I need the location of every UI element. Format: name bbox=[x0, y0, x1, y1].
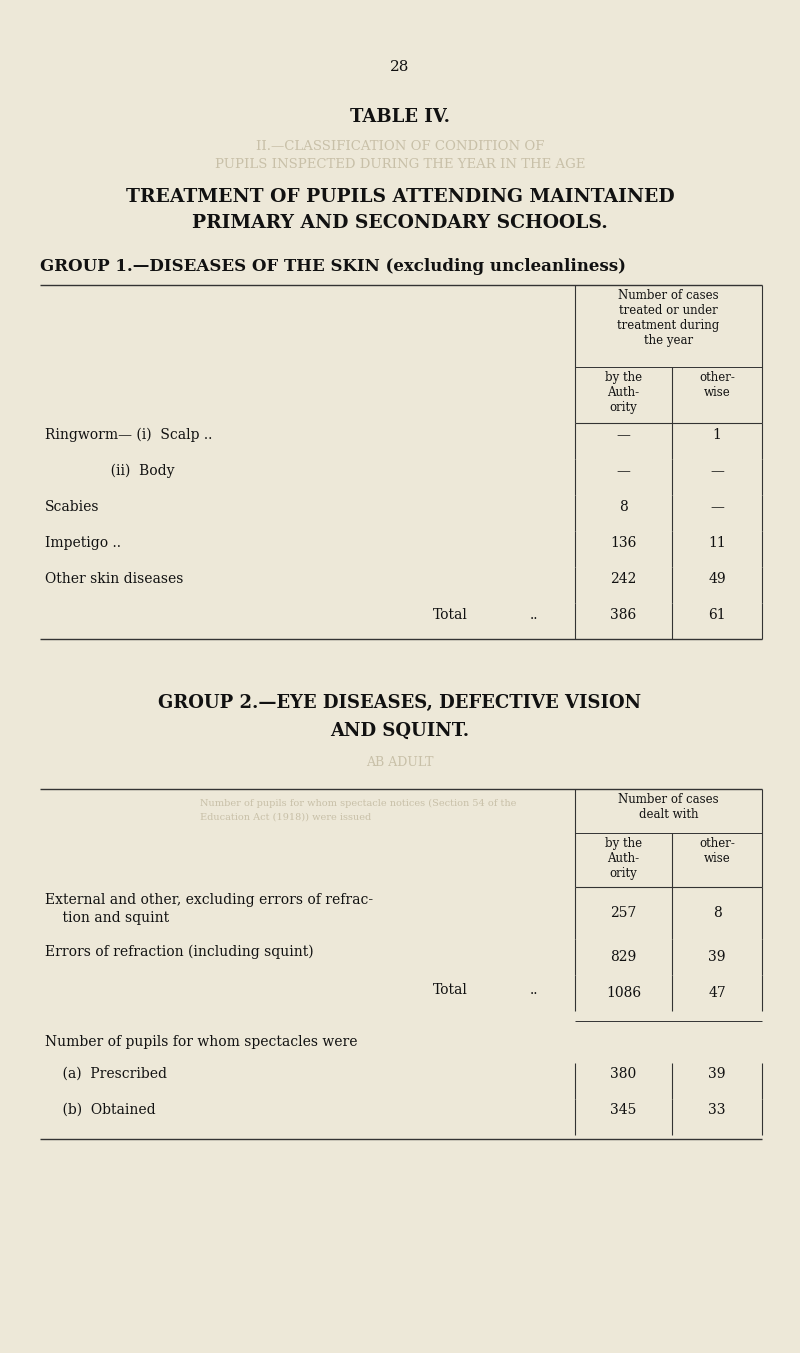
Text: —: — bbox=[710, 501, 724, 514]
Text: AND SQUINT.: AND SQUINT. bbox=[330, 723, 470, 740]
Text: Ringworm— (i)  Scalp ..: Ringworm— (i) Scalp .. bbox=[45, 428, 212, 442]
Text: Total: Total bbox=[433, 607, 467, 622]
Text: Impetigo ..: Impetigo .. bbox=[45, 536, 121, 551]
Text: 345: 345 bbox=[610, 1103, 637, 1118]
Text: —: — bbox=[710, 464, 724, 478]
Text: 136: 136 bbox=[610, 536, 637, 551]
Text: 386: 386 bbox=[610, 607, 637, 622]
Text: Scabies: Scabies bbox=[45, 501, 99, 514]
Text: TREATMENT OF PUPILS ATTENDING MAINTAINED: TREATMENT OF PUPILS ATTENDING MAINTAINED bbox=[126, 188, 674, 206]
Text: Number of cases
treated or under
treatment during
the year: Number of cases treated or under treatme… bbox=[618, 290, 720, 346]
Text: —: — bbox=[617, 464, 630, 478]
Text: Education Act (1918)) were issued: Education Act (1918)) were issued bbox=[200, 813, 371, 823]
Text: 11: 11 bbox=[708, 536, 726, 551]
Text: AB ADULT: AB ADULT bbox=[366, 756, 434, 769]
Text: PUPILS INSPECTED DURING THE YEAR IN THE AGE: PUPILS INSPECTED DURING THE YEAR IN THE … bbox=[215, 158, 585, 170]
Text: 33: 33 bbox=[708, 1103, 726, 1118]
Text: by the
Auth-
ority: by the Auth- ority bbox=[605, 371, 642, 414]
Text: (b)  Obtained: (b) Obtained bbox=[45, 1103, 156, 1118]
Text: Number of pupils for whom spectacles were: Number of pupils for whom spectacles wer… bbox=[45, 1035, 358, 1049]
Text: Errors of refraction (including squint): Errors of refraction (including squint) bbox=[45, 944, 314, 959]
Text: 257: 257 bbox=[610, 907, 637, 920]
Text: 61: 61 bbox=[708, 607, 726, 622]
Text: (a)  Prescribed: (a) Prescribed bbox=[45, 1068, 167, 1081]
Text: Total: Total bbox=[433, 984, 467, 997]
Text: by the
Auth-
ority: by the Auth- ority bbox=[605, 838, 642, 879]
Text: ..: .. bbox=[530, 607, 538, 622]
Text: 49: 49 bbox=[708, 572, 726, 586]
Text: 39: 39 bbox=[708, 950, 726, 963]
Text: ..: .. bbox=[530, 984, 538, 997]
Text: tion and squint: tion and squint bbox=[45, 911, 169, 925]
Text: TABLE IV.: TABLE IV. bbox=[350, 108, 450, 126]
Text: 8: 8 bbox=[713, 907, 722, 920]
Text: II.—CLASSIFICATION OF CONDITION OF: II.—CLASSIFICATION OF CONDITION OF bbox=[256, 139, 544, 153]
Text: other-
wise: other- wise bbox=[699, 371, 735, 399]
Text: GROUP 1.—DISEASES OF THE SKIN (excluding uncleanliness): GROUP 1.—DISEASES OF THE SKIN (excluding… bbox=[40, 258, 626, 275]
Text: External and other, excluding errors of refrac-: External and other, excluding errors of … bbox=[45, 893, 373, 907]
Text: 28: 28 bbox=[390, 60, 410, 74]
Text: 1: 1 bbox=[713, 428, 722, 442]
Text: 380: 380 bbox=[610, 1068, 637, 1081]
Text: GROUP 2.—EYE DISEASES, DEFECTIVE VISION: GROUP 2.—EYE DISEASES, DEFECTIVE VISION bbox=[158, 694, 642, 712]
Text: 47: 47 bbox=[708, 986, 726, 1000]
Text: PRIMARY AND SECONDARY SCHOOLS.: PRIMARY AND SECONDARY SCHOOLS. bbox=[192, 214, 608, 231]
Text: 242: 242 bbox=[610, 572, 637, 586]
Text: 1086: 1086 bbox=[606, 986, 641, 1000]
Text: —: — bbox=[617, 428, 630, 442]
Text: 39: 39 bbox=[708, 1068, 726, 1081]
Text: Number of cases
dealt with: Number of cases dealt with bbox=[618, 793, 719, 821]
Text: 8: 8 bbox=[619, 501, 628, 514]
Text: other-
wise: other- wise bbox=[699, 838, 735, 865]
Text: Other skin diseases: Other skin diseases bbox=[45, 572, 183, 586]
Text: 829: 829 bbox=[610, 950, 637, 963]
Text: Number of pupils for whom spectacle notices (Section 54 of the: Number of pupils for whom spectacle noti… bbox=[200, 800, 516, 808]
Text: (ii)  Body: (ii) Body bbox=[45, 464, 174, 479]
